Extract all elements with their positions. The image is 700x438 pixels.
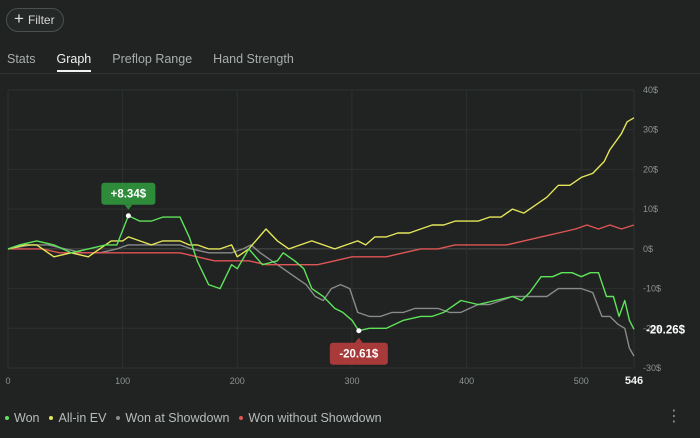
min-badge bbox=[329, 342, 388, 365]
x-tick-label: 0 bbox=[5, 376, 10, 386]
legend-label-won-without-showdown: Won without Showdown bbox=[248, 411, 382, 425]
tab-stats[interactable]: Stats bbox=[7, 52, 36, 66]
kebab-menu-icon[interactable]: ⋮ bbox=[666, 408, 682, 425]
max-badge-pointer bbox=[124, 204, 133, 210]
y-tick-label: 10$ bbox=[643, 204, 658, 214]
y-tick-label: -20$ bbox=[643, 323, 661, 333]
y-tick-label: 40$ bbox=[643, 85, 658, 95]
plus-icon: + bbox=[14, 9, 24, 28]
legend-item-won[interactable]: Won bbox=[5, 411, 39, 425]
showdown-dot-icon bbox=[116, 416, 121, 420]
max-point-marker bbox=[125, 213, 131, 219]
filter-label: Filter bbox=[27, 13, 55, 27]
x-tick-label: 100 bbox=[115, 376, 130, 386]
y-tick-label: 30$ bbox=[643, 125, 658, 135]
x-tick-label: 300 bbox=[344, 376, 359, 386]
end-value-label: -20.26$ bbox=[646, 324, 686, 336]
y-tick-label: -30$ bbox=[643, 363, 661, 373]
tab-preflop-range[interactable]: Preflop Range bbox=[112, 52, 193, 66]
x-end-label: 546 bbox=[625, 375, 643, 387]
filter-button[interactable]: + Filter bbox=[6, 8, 64, 32]
tab-bar: Stats Graph Preflop Range Hand Strength bbox=[0, 52, 308, 72]
min-badge-label: -20.61$ bbox=[339, 349, 379, 361]
x-tick-label: 200 bbox=[230, 376, 245, 386]
series-line-won-without-showdown bbox=[8, 224, 635, 266]
y-tick-label: -10$ bbox=[643, 284, 661, 294]
legend-item-allin-ev[interactable]: All-in EV bbox=[49, 411, 106, 425]
profit-graph[interactable]: 40$ 30$ 20$ 10$ 0$ -10$ -20$ -30$ 0 100 200 300 400 5… bbox=[0, 76, 700, 401]
series-line-all-in-ev bbox=[7, 117, 635, 258]
tab-hand-strength[interactable]: Hand Strength bbox=[213, 52, 294, 66]
min-point-marker bbox=[356, 328, 362, 334]
x-tick-label: 500 bbox=[574, 376, 589, 386]
max-badge bbox=[101, 182, 156, 205]
legend-item-won-without-showdown[interactable]: Won without Showdown bbox=[239, 411, 382, 425]
allin-ev-dot-icon bbox=[49, 416, 54, 420]
series-line-won bbox=[7, 215, 635, 332]
legend-item-won-at-showdown[interactable]: Won at Showdown bbox=[116, 411, 229, 425]
y-tick-label: 20$ bbox=[643, 164, 658, 174]
legend-label-won-at-showdown: Won at Showdown bbox=[125, 411, 230, 425]
y-tick-label: 0$ bbox=[643, 244, 653, 254]
chart-legend: Won All-in EV Won at Showdown Won withou… bbox=[5, 411, 392, 425]
non-showdown-dot-icon bbox=[239, 416, 244, 420]
legend-label-allin-ev: All-in EV bbox=[58, 411, 107, 425]
legend-label-won: Won bbox=[14, 411, 40, 425]
series-line-won-at-showdown bbox=[7, 244, 635, 357]
tab-graph[interactable]: Graph bbox=[56, 52, 92, 72]
x-tick-label: 400 bbox=[459, 376, 474, 386]
max-badge-label: +8.34$ bbox=[111, 189, 147, 201]
tab-divider bbox=[0, 73, 700, 74]
won-dot-icon bbox=[5, 416, 9, 420]
min-badge-pointer bbox=[354, 337, 363, 343]
